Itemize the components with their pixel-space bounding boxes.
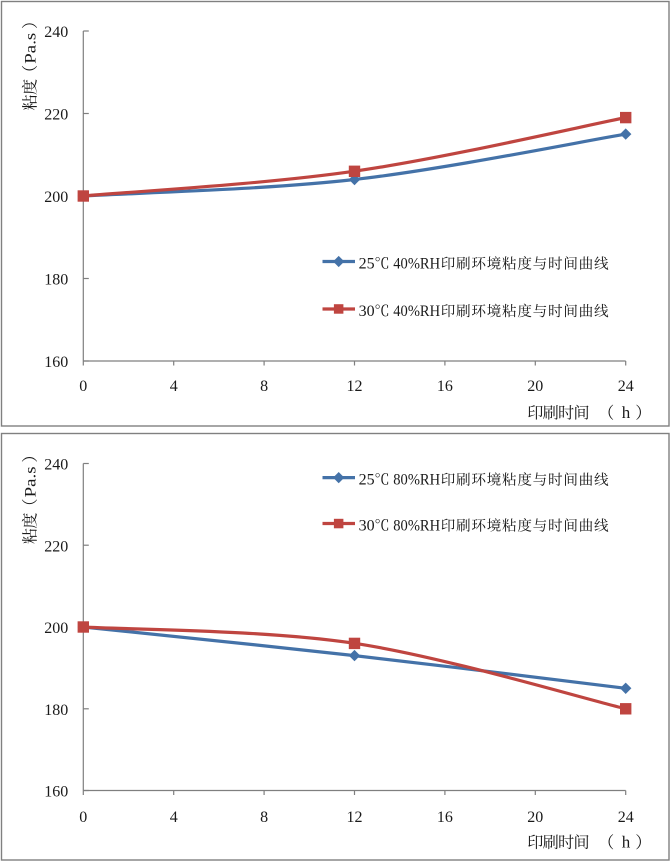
svg-text:160: 160 [44,784,68,801]
svg-text:20: 20 [527,809,543,826]
svg-text:25: 25 [359,256,375,273]
svg-text:24: 24 [618,378,634,395]
svg-text:12: 12 [347,378,363,395]
svg-text:220: 220 [44,107,68,124]
svg-text:160: 160 [44,354,68,371]
svg-text:40%RH: 40%RH [393,303,440,320]
svg-text:40%RH: 40%RH [393,256,440,273]
svg-text:30: 30 [359,518,375,535]
svg-text:25: 25 [359,472,375,489]
svg-text:8: 8 [260,378,268,395]
svg-text:200: 200 [44,620,68,637]
svg-text:200: 200 [44,189,68,206]
svg-text:24: 24 [618,809,634,826]
svg-text:80%RH: 80%RH [393,472,440,489]
svg-text:180: 180 [44,272,68,289]
svg-text:80%RH: 80%RH [393,518,440,535]
svg-text:Pa.s: Pa.s [23,33,40,64]
svg-text:0: 0 [79,378,87,395]
svg-text:12: 12 [347,809,363,826]
svg-text:180: 180 [44,702,68,719]
svg-text:20: 20 [527,378,543,395]
svg-text:240: 240 [44,24,68,41]
svg-text:h: h [622,403,631,422]
svg-text:Pa.s: Pa.s [23,466,40,497]
svg-text:h: h [622,832,631,851]
svg-text:30: 30 [359,303,375,320]
svg-text:220: 220 [44,538,68,555]
svg-text:4: 4 [170,809,178,826]
svg-text:0: 0 [79,809,87,826]
svg-text:8: 8 [260,809,268,826]
svg-text:240: 240 [44,457,68,474]
svg-text:4: 4 [170,378,178,395]
svg-text:16: 16 [437,809,453,826]
svg-text:16: 16 [437,378,453,395]
